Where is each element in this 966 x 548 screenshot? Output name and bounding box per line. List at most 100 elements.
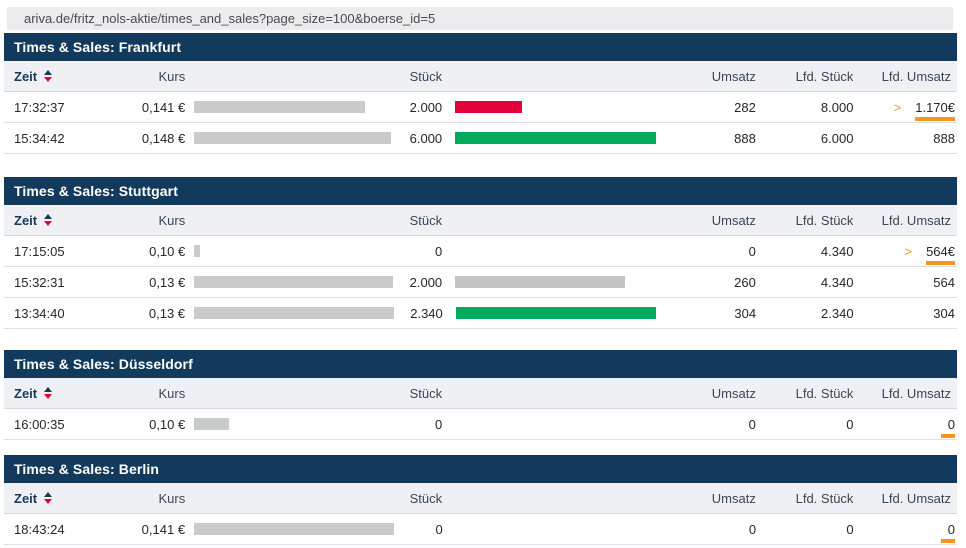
sort-desc-icon bbox=[44, 77, 53, 82]
zeit-cell: 13:34:40 bbox=[14, 305, 65, 321]
greater-than-icon: > bbox=[904, 243, 913, 259]
lfd-stueck-cell: 4.340 bbox=[820, 274, 854, 290]
zeit-cell: 15:32:31 bbox=[14, 274, 65, 290]
column-header-lfd-umsatz: Lfd. Umsatz bbox=[881, 490, 951, 506]
zeit-cell: 15:34:42 bbox=[14, 130, 65, 146]
lfd-umsatz-cell: 0 bbox=[853, 417, 957, 438]
lfd-umsatz-cell: 304 bbox=[854, 306, 957, 321]
lfd-umsatz-value: 888 bbox=[933, 130, 955, 146]
table-row: 18:43:24 0,141 € 0 0 0 0 bbox=[4, 514, 957, 545]
lfd-umsatz-cell: > 1.170€ bbox=[853, 99, 957, 121]
lfd-umsatz-cell: 888 bbox=[853, 131, 957, 146]
lfd-umsatz-value: 564 bbox=[933, 274, 955, 290]
column-header-stueck: Stück bbox=[409, 68, 443, 84]
times-sales-table: Times & Sales: Stuttgart Zeit Kurs Stück… bbox=[4, 177, 957, 329]
stueck-cell: 0 bbox=[435, 521, 443, 537]
lfd-umsatz-cell: 564 bbox=[853, 275, 957, 290]
sort-desc-icon bbox=[44, 221, 53, 226]
kurs-cell: 0,10 € bbox=[149, 416, 186, 432]
sort-asc-icon bbox=[44, 214, 53, 219]
column-header-umsatz: Umsatz bbox=[711, 68, 756, 84]
column-header-stueck: Stück bbox=[409, 490, 443, 506]
umsatz-cell: 0 bbox=[748, 521, 757, 537]
column-header-zeit[interactable]: Zeit bbox=[4, 69, 110, 84]
stueck-cell: 6.000 bbox=[409, 130, 443, 146]
stueck-cell: 2.000 bbox=[409, 99, 443, 115]
volume-bar bbox=[455, 276, 626, 288]
sort-asc-icon bbox=[44, 492, 53, 497]
zeit-cell: 17:32:37 bbox=[14, 99, 65, 115]
column-header-row: Zeit Kurs Stück Umsatz Lfd. Stück Lfd. U… bbox=[4, 483, 957, 514]
lfd-stueck-cell: 8.000 bbox=[820, 99, 854, 115]
page-url: ariva.de/fritz_nols-aktie/times_and_sale… bbox=[24, 11, 436, 26]
table-body: 16:00:35 0,10 € 0 0 0 0 bbox=[4, 409, 957, 440]
table-title: Times & Sales: Berlin bbox=[4, 455, 957, 483]
table-row: 16:00:35 0,10 € 0 0 0 0 bbox=[4, 409, 957, 440]
column-header-lfd-umsatz: Lfd. Umsatz bbox=[881, 212, 951, 228]
column-header-row: Zeit Kurs Stück Umsatz Lfd. Stück Lfd. U… bbox=[4, 61, 957, 92]
sort-icon[interactable] bbox=[44, 70, 53, 82]
greater-than-icon: > bbox=[893, 99, 902, 115]
lfd-umsatz-value: 0 bbox=[941, 522, 955, 543]
table-row: 15:34:42 0,148 € 6.000 888 6.000 888 bbox=[4, 123, 957, 154]
table-title: Times & Sales: Stuttgart bbox=[4, 177, 957, 205]
column-header-stueck: Stück bbox=[409, 212, 443, 228]
table-title: Times & Sales: Frankfurt bbox=[4, 33, 957, 61]
tables-root: Times & Sales: Frankfurt Zeit Kurs Stück… bbox=[4, 33, 957, 545]
column-header-row: Zeit Kurs Stück Umsatz Lfd. Stück Lfd. U… bbox=[4, 378, 957, 409]
column-header-kurs: Kurs bbox=[158, 212, 186, 228]
kurs-cell: 0,13 € bbox=[148, 305, 186, 321]
kurs-cell: 0,141 € bbox=[141, 521, 186, 537]
kurs-bar bbox=[194, 523, 395, 535]
lfd-stueck-cell: 0 bbox=[846, 416, 854, 432]
table-row: 17:15:05 0,10 € 0 0 4.340 > 564€ bbox=[4, 236, 957, 267]
lfd-umsatz-value: 0 bbox=[941, 417, 955, 438]
sort-icon[interactable] bbox=[44, 387, 53, 399]
kurs-bar bbox=[194, 418, 230, 430]
umsatz-cell: 0 bbox=[748, 243, 756, 259]
column-header-zeit[interactable]: Zeit bbox=[4, 386, 110, 401]
column-header-lfd-umsatz: Lfd. Umsatz bbox=[881, 68, 951, 84]
sort-desc-icon bbox=[44, 394, 53, 399]
lfd-stueck-cell: 6.000 bbox=[820, 130, 854, 146]
sort-icon[interactable] bbox=[44, 492, 53, 504]
lfd-stueck-cell: 2.340 bbox=[821, 305, 854, 321]
kurs-bar bbox=[194, 245, 201, 257]
lfd-umsatz-cell: 0 bbox=[854, 522, 957, 543]
column-header-row: Zeit Kurs Stück Umsatz Lfd. Stück Lfd. U… bbox=[4, 205, 957, 236]
kurs-cell: 0,148 € bbox=[141, 130, 186, 146]
column-header-umsatz: Umsatz bbox=[711, 212, 756, 228]
column-header-lfd-umsatz: Lfd. Umsatz bbox=[881, 385, 951, 401]
times-sales-table: Times & Sales: Berlin Zeit Kurs Stück Um… bbox=[4, 455, 957, 545]
zeit-cell: 16:00:35 bbox=[14, 416, 65, 432]
lfd-umsatz-value: 564€ bbox=[926, 244, 955, 265]
lfd-umsatz-cell: > 564€ bbox=[853, 243, 957, 265]
table-body: 17:15:05 0,10 € 0 0 4.340 > 564€ 15:32:3… bbox=[4, 236, 957, 329]
kurs-cell: 0,10 € bbox=[149, 243, 186, 259]
sort-asc-icon bbox=[44, 70, 53, 75]
lfd-stueck-cell: 0 bbox=[846, 521, 854, 537]
kurs-bar bbox=[194, 307, 395, 319]
sort-asc-icon bbox=[44, 387, 53, 392]
times-sales-table: Times & Sales: Düsseldorf Zeit Kurs Stüc… bbox=[4, 350, 957, 440]
lfd-stueck-cell: 4.340 bbox=[820, 243, 854, 259]
sort-desc-icon bbox=[44, 499, 53, 504]
table-row: 15:32:31 0,13 € 2.000 260 4.340 564 bbox=[4, 267, 957, 298]
column-header-lfd-stueck: Lfd. Stück bbox=[795, 490, 854, 506]
umsatz-cell: 0 bbox=[748, 416, 756, 432]
address-bar[interactable]: ariva.de/fritz_nols-aktie/times_and_sale… bbox=[7, 7, 953, 30]
stueck-cell: 2.340 bbox=[410, 305, 443, 321]
kurs-bar bbox=[194, 276, 394, 288]
zeit-cell: 18:43:24 bbox=[14, 521, 65, 537]
stueck-cell: 0 bbox=[434, 416, 443, 432]
column-header-zeit[interactable]: Zeit bbox=[4, 491, 110, 506]
column-header-kurs: Kurs bbox=[158, 385, 186, 401]
column-header-zeit[interactable]: Zeit bbox=[4, 213, 110, 228]
stueck-cell: 2.000 bbox=[409, 274, 443, 290]
umsatz-cell: 304 bbox=[734, 305, 757, 321]
table-body: 18:43:24 0,141 € 0 0 0 0 bbox=[4, 514, 957, 545]
sort-icon[interactable] bbox=[44, 214, 53, 226]
column-header-kurs: Kurs bbox=[158, 68, 186, 84]
kurs-cell: 0,141 € bbox=[141, 99, 186, 115]
kurs-bar bbox=[194, 132, 392, 144]
